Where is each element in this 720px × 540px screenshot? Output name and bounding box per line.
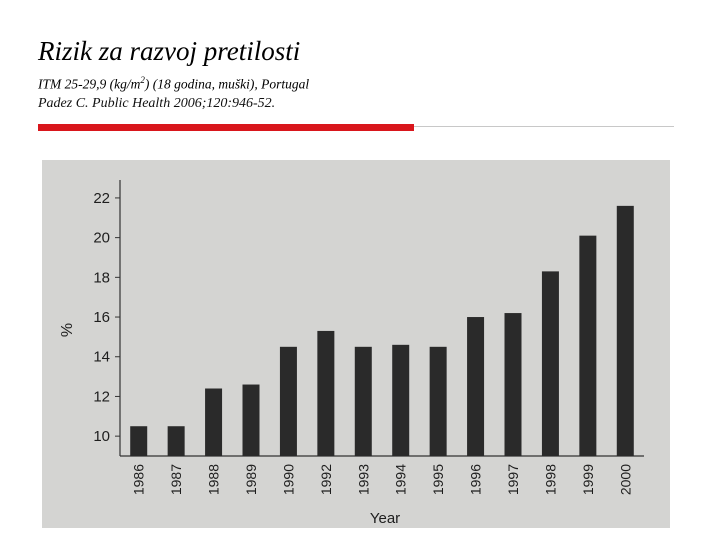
x-tick-label: 1990: [280, 464, 296, 495]
bar-1988: [205, 388, 223, 456]
bar-1989: [242, 384, 260, 456]
x-tick-label: 1992: [318, 464, 334, 495]
y-tick-label: 10: [93, 428, 110, 445]
bar-1986: [130, 426, 148, 456]
x-tick-label: 1997: [505, 464, 521, 495]
y-tick-label: 14: [93, 349, 110, 366]
bar-1995: [429, 346, 447, 456]
accent-rule: [38, 124, 414, 131]
x-tick-label: 1993: [355, 464, 371, 495]
bar-chart: 10 12 14 16 18 20 22 1986 1987 1988 1989 1990 1992 1…: [59, 180, 644, 527]
x-tick-label: 2000: [617, 464, 633, 495]
chart-photo: 10 12 14 16 18 20 22 1986 1987 1988 1989 1990 1992 1…: [42, 160, 670, 528]
y-tick-label: 16: [93, 309, 110, 326]
y-tick-label: 22: [93, 190, 110, 207]
slide-subtitle: ITM 25-29,9 (kg/m2) (18 godina, muški), …: [38, 75, 309, 93]
bar-1992: [317, 330, 335, 456]
bar-1997: [504, 313, 522, 456]
thin-rule: [414, 126, 674, 127]
slide-source: Padez C. Public Health 2006;120:946-52.: [38, 96, 276, 111]
bar-1998: [541, 271, 559, 456]
y-axis-label: %: [59, 323, 76, 337]
subtitle-text-end: ) (18 godina, muški), Portugal: [144, 76, 310, 92]
bar-1993: [354, 346, 372, 456]
bar-1994: [392, 344, 410, 456]
x-tick-label: 1987: [168, 464, 184, 495]
x-tick-label: 1989: [243, 464, 259, 495]
y-tick-label: 12: [93, 388, 110, 405]
bar-1987: [167, 426, 185, 456]
bar-1996: [467, 317, 485, 456]
x-axis-label: Year: [370, 510, 400, 527]
slide-title: Rizik za razvoj pretilosti: [38, 36, 301, 66]
subtitle-text: ITM 25-29,9 (kg/m: [38, 76, 141, 92]
x-tick-label: 1999: [580, 464, 596, 495]
bar-1990: [279, 346, 297, 456]
subtitle-superscript: 2: [140, 75, 145, 85]
x-tick-label: 1994: [393, 464, 409, 495]
bar-2000: [616, 205, 634, 456]
x-tick-label: 1995: [430, 464, 446, 495]
y-tick-label: 18: [93, 269, 110, 286]
x-tick-label: 1988: [206, 464, 222, 495]
x-tick-label: 1998: [542, 464, 558, 495]
x-tick-label: 1996: [468, 464, 484, 495]
x-tick-label: 1986: [131, 464, 147, 495]
y-tick-label: 20: [93, 230, 110, 247]
bar-1999: [579, 235, 597, 456]
